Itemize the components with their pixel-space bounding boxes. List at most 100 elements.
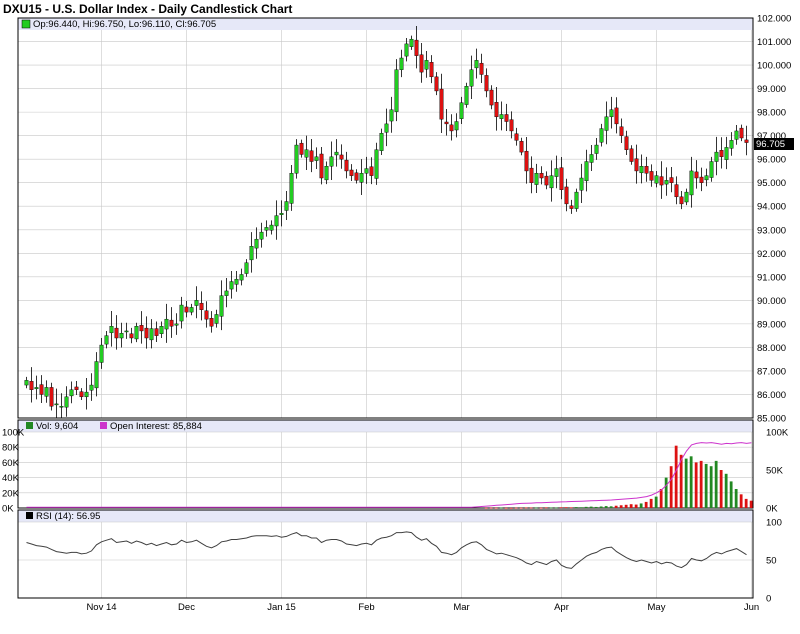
candle: [644, 156, 649, 182]
rsi-panel-band: [18, 510, 753, 522]
candle: [64, 386, 69, 417]
x-tick-label: May: [648, 602, 666, 613]
candle: [584, 149, 589, 192]
volume-bar: [554, 507, 558, 509]
candle: [484, 68, 489, 98]
legend-low: Lo:96.110: [129, 19, 171, 30]
candle: [544, 171, 549, 190]
x-tick-label: Apr: [554, 602, 569, 613]
price-tick-label: 95.000: [757, 178, 786, 189]
candle: [119, 322, 124, 348]
volume-bar: [749, 500, 753, 508]
candle: [514, 127, 519, 146]
candle: [34, 375, 39, 400]
volume-tick-label-left: 80K: [2, 443, 20, 454]
candle: [539, 166, 544, 185]
candle: [144, 316, 149, 349]
candle: [569, 199, 574, 214]
candle: [419, 42, 424, 83]
candle: [314, 147, 319, 170]
volume-tick-label-right: 50K: [766, 466, 784, 477]
volume-bar: [484, 507, 488, 509]
volume-bar: [694, 462, 698, 508]
candle: [534, 163, 539, 194]
price-tick-label: 91.000: [757, 272, 786, 283]
candle: [674, 176, 679, 205]
price-tick-label: 97.000: [757, 131, 786, 142]
candle: [329, 141, 334, 180]
volume-bars: [484, 445, 753, 509]
volume-bar: [539, 507, 543, 509]
candle: [284, 190, 289, 220]
candle: [629, 145, 634, 165]
legend-high: Hi:96.750: [83, 19, 124, 30]
candle: [489, 85, 494, 110]
price-panel-frame: [17, 17, 754, 419]
candle: [139, 311, 144, 344]
volume-panel-frame: [17, 419, 754, 509]
candle: [684, 188, 689, 206]
price-legend: Op:96.440, Hi:96.750, Lo:96.110, Cl:96.7…: [33, 19, 216, 30]
volume-bar: [724, 473, 728, 508]
candle: [579, 163, 584, 203]
volume-bar: [699, 460, 703, 508]
candle: [699, 167, 704, 192]
candle: [719, 137, 724, 169]
candle: [529, 156, 534, 194]
candle: [654, 170, 659, 188]
volume-bar: [654, 496, 658, 508]
x-tick-label: Nov 14: [86, 602, 116, 613]
candle: [44, 380, 49, 403]
rsi-line: [26, 531, 747, 569]
volume-bar: [734, 489, 738, 508]
legend-close: Cl:96.705: [175, 19, 216, 30]
price-tick-label: 88.000: [757, 343, 786, 354]
candle: [89, 373, 94, 401]
candle: [224, 278, 229, 308]
last-price-label: 96.705: [756, 139, 785, 150]
volume-bar: [589, 506, 593, 508]
candle: [319, 146, 324, 185]
candle: [114, 315, 119, 350]
candle: [199, 291, 204, 321]
candle: [299, 139, 304, 158]
candle: [714, 136, 719, 176]
volume-bar: [579, 507, 583, 509]
candle: [709, 156, 714, 182]
price-tick-label: 96.000: [757, 155, 786, 166]
chart-title: DXU15 - U.S. Dollar Index - Daily Candle…: [3, 2, 292, 16]
candle: [469, 55, 474, 99]
candle: [334, 139, 339, 167]
volume-tick-label-right: 0K: [766, 504, 778, 515]
volume-panel-band: [18, 420, 753, 432]
candle: [349, 164, 354, 181]
volume-bar: [519, 507, 523, 509]
price-tick-label: 100.000: [757, 61, 791, 72]
volume-bar: [619, 505, 623, 508]
price-tick-label: 92.000: [757, 249, 786, 260]
candle: [84, 378, 89, 410]
candle: [404, 38, 409, 62]
volume-bar: [709, 466, 713, 508]
candle: [574, 188, 579, 212]
candle: [464, 82, 469, 108]
candle: [609, 96, 614, 129]
candle: [159, 321, 164, 338]
candle: [184, 301, 189, 318]
candle: [394, 59, 399, 122]
volume-bar: [679, 454, 683, 508]
candle: [49, 382, 54, 411]
rsi-panel-frame: [17, 509, 754, 599]
volume-bar: [719, 470, 723, 508]
candle: [439, 73, 444, 133]
candle: [599, 123, 604, 147]
rsi-legend: RSI (14): 56.95: [36, 511, 100, 522]
candle: [634, 144, 639, 184]
volume-bar: [489, 507, 493, 509]
rsi-legend-swatch: [26, 512, 33, 519]
candle: [109, 310, 114, 347]
rsi-tick-label: 100: [766, 518, 782, 529]
candle: [689, 156, 694, 208]
candle: [619, 118, 624, 144]
